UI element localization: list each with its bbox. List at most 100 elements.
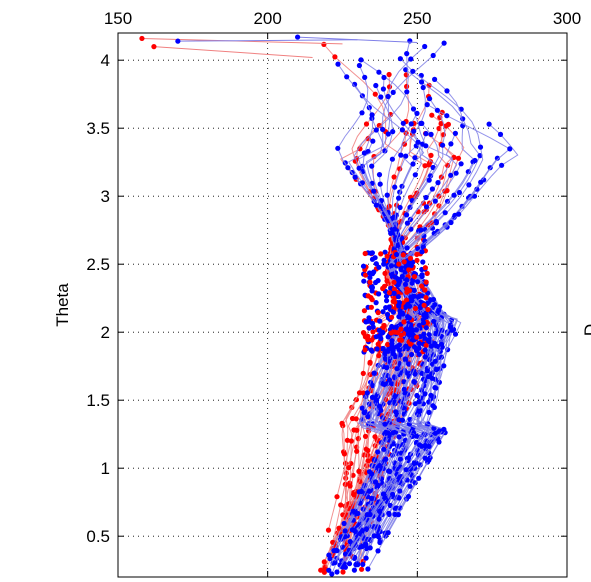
data-point xyxy=(474,186,480,192)
data-point xyxy=(384,311,391,318)
data-point xyxy=(396,195,402,201)
data-point xyxy=(364,511,370,518)
data-point xyxy=(346,561,353,567)
data-point xyxy=(416,475,422,481)
data-point xyxy=(412,401,418,407)
data-point xyxy=(391,286,397,292)
data-point xyxy=(381,257,387,263)
data-point xyxy=(409,280,415,286)
data-point xyxy=(337,562,343,568)
data-point xyxy=(410,161,416,167)
data-point xyxy=(422,287,428,293)
data-point xyxy=(373,261,379,267)
data-point xyxy=(406,287,413,294)
data-point xyxy=(388,230,394,236)
data-point xyxy=(424,270,430,276)
data-point xyxy=(406,455,412,461)
data-point xyxy=(386,510,392,516)
trace-line xyxy=(349,98,446,564)
data-point xyxy=(390,89,396,95)
data-point xyxy=(376,327,382,333)
data-point xyxy=(430,296,437,303)
data-point xyxy=(432,198,438,204)
data-point xyxy=(342,551,349,557)
data-point xyxy=(373,334,379,340)
data-point xyxy=(427,96,433,102)
top-outliers xyxy=(139,34,418,58)
data-point xyxy=(351,491,357,498)
data-point xyxy=(428,343,435,349)
data-point xyxy=(424,368,430,374)
data-point xyxy=(361,410,367,416)
data-point xyxy=(329,571,335,577)
data-point xyxy=(380,285,386,292)
data-point xyxy=(432,385,438,391)
data-point xyxy=(448,141,454,147)
data-point xyxy=(375,341,381,347)
data-point xyxy=(332,54,338,60)
data-point xyxy=(359,566,365,572)
data-point xyxy=(401,386,407,392)
data-point xyxy=(386,377,393,383)
data-point xyxy=(397,488,403,494)
data-point xyxy=(385,341,391,348)
data-point xyxy=(369,163,375,169)
data-point xyxy=(365,447,371,454)
data-point xyxy=(334,569,340,575)
data-point xyxy=(432,76,438,82)
y-tick-label: 2.5 xyxy=(86,255,110,274)
data-point xyxy=(436,307,442,313)
y-axis-title: Theta xyxy=(53,283,72,327)
trace-line xyxy=(336,63,440,573)
data-point xyxy=(406,361,412,367)
data-point xyxy=(363,121,370,127)
data-point xyxy=(411,274,418,280)
data-point xyxy=(419,370,425,376)
trace-line xyxy=(355,212,446,565)
data-point xyxy=(411,293,417,299)
data-point xyxy=(347,539,353,545)
series-blue xyxy=(326,38,519,577)
data-point xyxy=(391,174,397,180)
data-point xyxy=(375,278,381,284)
data-point xyxy=(416,322,422,328)
data-point xyxy=(295,34,301,40)
data-point xyxy=(382,249,388,255)
data-point xyxy=(419,283,425,289)
x-tick-label: 250 xyxy=(403,9,431,28)
data-point xyxy=(367,359,373,365)
data-point xyxy=(342,564,348,570)
data-point xyxy=(421,302,427,308)
data-point xyxy=(381,74,387,81)
data-point xyxy=(387,476,393,482)
data-point xyxy=(375,482,381,489)
data-point xyxy=(395,294,401,300)
data-point xyxy=(441,40,447,46)
data-point xyxy=(366,325,372,331)
data-point xyxy=(334,548,340,554)
data-point xyxy=(423,279,429,285)
data-point xyxy=(374,346,380,352)
data-point xyxy=(411,128,417,134)
data-point xyxy=(413,347,419,353)
data-point xyxy=(402,269,408,275)
data-point xyxy=(398,152,404,158)
data-point xyxy=(396,261,402,267)
data-point xyxy=(368,304,374,310)
data-point xyxy=(422,265,428,271)
data-point xyxy=(383,293,390,299)
data-point xyxy=(404,83,410,90)
data-point xyxy=(369,112,375,118)
data-point xyxy=(336,525,342,531)
data-point xyxy=(335,145,341,151)
y-tick-label: 0.5 xyxy=(86,527,110,546)
data-point xyxy=(368,250,374,256)
data-point xyxy=(371,188,377,194)
data-point xyxy=(362,250,368,257)
data-point xyxy=(419,120,425,126)
data-point xyxy=(429,375,435,381)
data-point xyxy=(397,352,403,358)
data-point xyxy=(363,541,369,547)
data-point xyxy=(373,202,379,208)
data-point xyxy=(409,351,415,358)
